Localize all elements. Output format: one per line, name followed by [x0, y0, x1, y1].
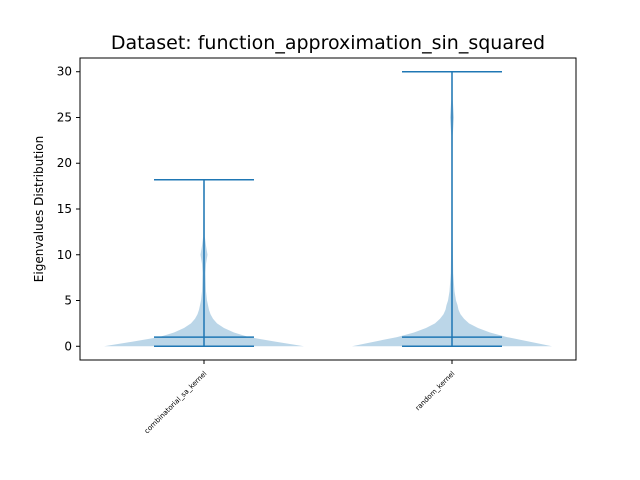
y-tick-label-1: 5: [64, 294, 72, 308]
y-axis-label: Eigenvalues Distribution: [32, 136, 46, 282]
y-tick-label-5: 25: [57, 110, 72, 124]
y-tick-label-2: 10: [57, 248, 72, 262]
x-tick-label-2: random_kernel: [414, 370, 457, 413]
plot-frame: [79, 57, 577, 361]
y-tick-label-4: 20: [57, 156, 72, 170]
y-tick-label-6: 30: [57, 65, 72, 79]
y-tick-label-0: 0: [64, 339, 72, 353]
chart-title: Dataset: function_approximation_sin_squa…: [111, 32, 545, 54]
y-tick-label-3: 15: [57, 202, 72, 216]
x-tick-label-1: combinatorial_sa_kernel: [143, 370, 209, 436]
